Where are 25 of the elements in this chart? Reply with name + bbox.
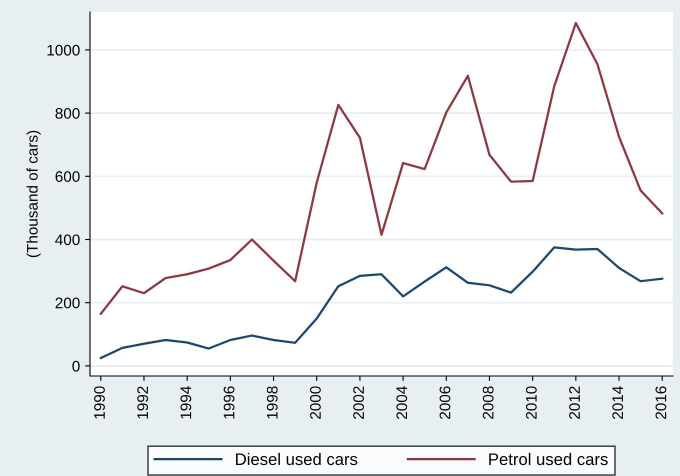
y-tick-label: 800 <box>55 108 80 119</box>
x-tick-label: 2008 <box>482 386 494 419</box>
line-series <box>100 22 664 315</box>
x-tick-label: 2004 <box>396 386 408 419</box>
x-tick-label: 2014 <box>612 386 624 419</box>
y-tick-label: 200 <box>56 298 80 308</box>
y-tick-label: 400 <box>55 234 80 246</box>
y-tick-label: 0 <box>72 360 80 372</box>
legend-label: Diesel used cars <box>236 452 358 466</box>
x-tick-label: 1996 <box>224 386 234 419</box>
x-tick-label: 2016 <box>655 386 666 419</box>
line-series <box>100 246 664 360</box>
x-tick-label: 2006 <box>440 386 450 419</box>
x-tick-label: 2000 <box>310 386 321 419</box>
y-tick-label: 600 <box>56 171 80 182</box>
x-tick-label: 1990 <box>94 386 105 419</box>
x-tick-label: 2010 <box>526 386 537 419</box>
x-tick-label: 1994 <box>180 386 192 419</box>
x-tick-label: 1998 <box>266 386 278 419</box>
legend-label: Petrol used cars <box>489 452 608 466</box>
x-tick-label: 2002 <box>353 386 364 419</box>
y-tick-label: 1000 <box>47 44 80 56</box>
x-tick-label: 1992 <box>137 386 148 419</box>
y-axis-title: (Thousand of cars) <box>26 130 41 258</box>
x-tick-label: 2012 <box>569 386 580 419</box>
